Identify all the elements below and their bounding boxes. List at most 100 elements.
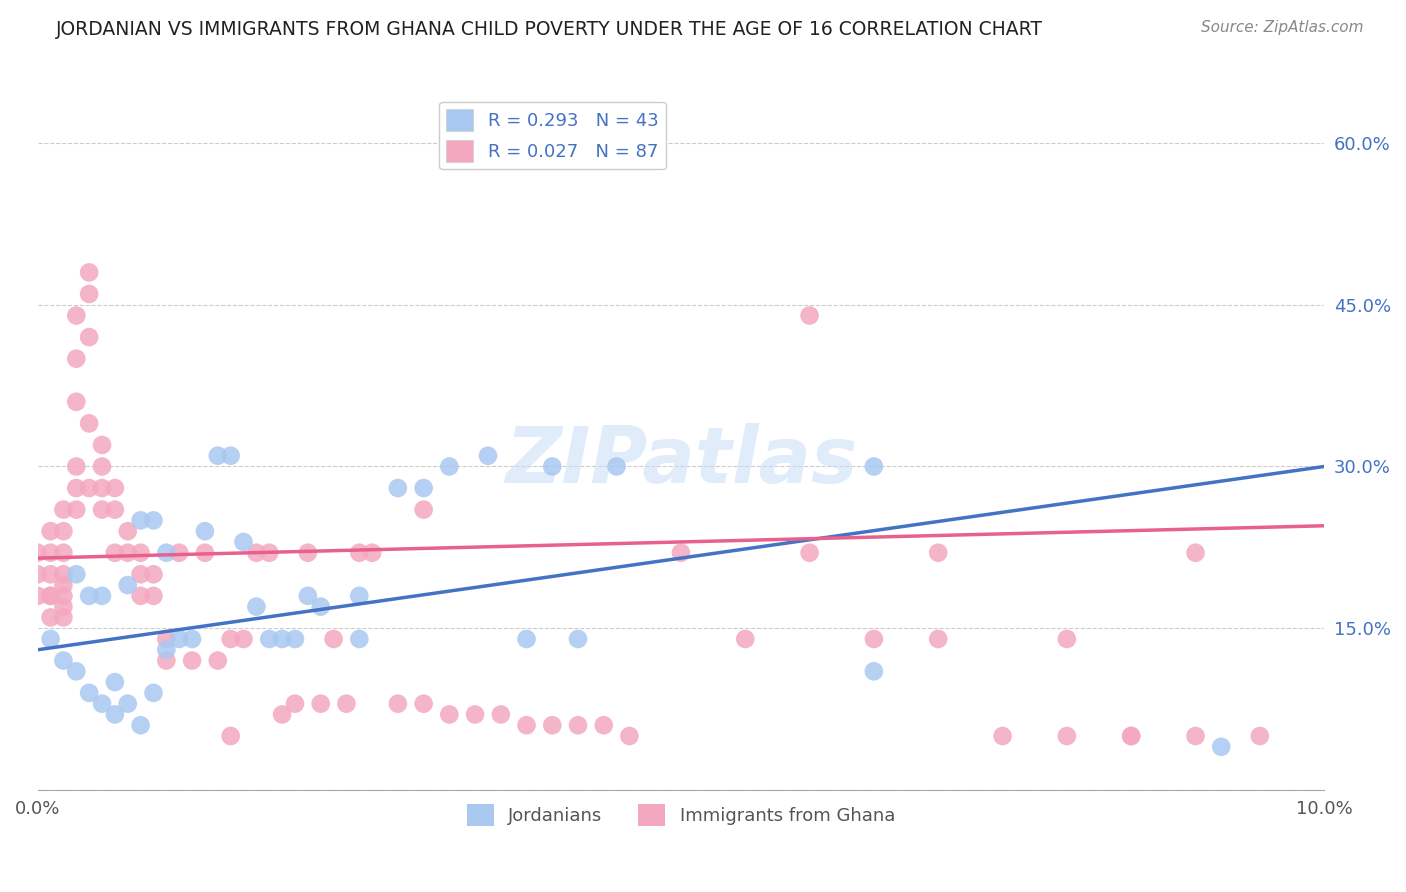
Point <box>592 718 614 732</box>
Point <box>142 567 165 582</box>
Point <box>219 449 242 463</box>
Point <box>194 546 217 560</box>
Point <box>799 546 821 560</box>
Point <box>734 632 756 646</box>
Point <box>1121 729 1143 743</box>
Point <box>65 567 87 582</box>
Point <box>142 513 165 527</box>
Point <box>167 632 190 646</box>
Point <box>65 665 87 679</box>
Point <box>77 330 100 344</box>
Point <box>335 697 357 711</box>
Point <box>541 459 564 474</box>
Point <box>77 589 100 603</box>
Point <box>39 589 62 603</box>
Point <box>39 632 62 646</box>
Point <box>232 632 254 646</box>
Point <box>91 697 114 711</box>
Point <box>65 502 87 516</box>
Point <box>129 567 152 582</box>
Point <box>65 351 87 366</box>
Point <box>52 589 75 603</box>
Point <box>117 578 139 592</box>
Point <box>863 459 886 474</box>
Point <box>194 524 217 538</box>
Point <box>219 729 242 743</box>
Point <box>863 665 886 679</box>
Point <box>271 707 294 722</box>
Point <box>129 513 152 527</box>
Point <box>1056 632 1078 646</box>
Point <box>181 654 204 668</box>
Legend: Jordanians, Immigrants from Ghana: Jordanians, Immigrants from Ghana <box>460 797 903 833</box>
Text: ZIPatlas: ZIPatlas <box>505 423 858 499</box>
Point <box>129 546 152 560</box>
Point <box>927 546 949 560</box>
Point <box>349 546 371 560</box>
Point <box>991 729 1014 743</box>
Point <box>129 589 152 603</box>
Point <box>259 546 281 560</box>
Point <box>219 632 242 646</box>
Point <box>606 459 628 474</box>
Point <box>1184 729 1206 743</box>
Point <box>104 481 127 495</box>
Point <box>167 546 190 560</box>
Point <box>52 502 75 516</box>
Point <box>567 718 589 732</box>
Point <box>387 697 409 711</box>
Point <box>349 632 371 646</box>
Point <box>207 449 229 463</box>
Point <box>1211 739 1233 754</box>
Point <box>52 567 75 582</box>
Point <box>142 686 165 700</box>
Point <box>1056 729 1078 743</box>
Point <box>117 546 139 560</box>
Point <box>309 697 332 711</box>
Point <box>361 546 384 560</box>
Point <box>669 546 692 560</box>
Point <box>65 309 87 323</box>
Point <box>619 729 641 743</box>
Point <box>27 589 49 603</box>
Point <box>39 567 62 582</box>
Point <box>52 546 75 560</box>
Point <box>1184 546 1206 560</box>
Point <box>1121 729 1143 743</box>
Point <box>142 589 165 603</box>
Point <box>77 481 100 495</box>
Point <box>284 632 307 646</box>
Point <box>52 610 75 624</box>
Point <box>27 567 49 582</box>
Point <box>155 546 177 560</box>
Point <box>439 707 461 722</box>
Point <box>65 459 87 474</box>
Text: JORDANIAN VS IMMIGRANTS FROM GHANA CHILD POVERTY UNDER THE AGE OF 16 CORRELATION: JORDANIAN VS IMMIGRANTS FROM GHANA CHILD… <box>56 20 1043 38</box>
Point <box>91 502 114 516</box>
Point <box>91 438 114 452</box>
Point <box>91 481 114 495</box>
Point <box>117 524 139 538</box>
Point <box>322 632 344 646</box>
Point <box>104 546 127 560</box>
Point <box>39 524 62 538</box>
Point <box>412 502 434 516</box>
Point <box>27 546 49 560</box>
Point <box>567 632 589 646</box>
Point <box>1249 729 1271 743</box>
Point <box>39 589 62 603</box>
Point <box>52 524 75 538</box>
Point <box>245 546 267 560</box>
Point <box>39 546 62 560</box>
Point <box>104 502 127 516</box>
Point <box>412 481 434 495</box>
Point <box>541 718 564 732</box>
Point <box>349 589 371 603</box>
Point <box>259 632 281 646</box>
Point <box>77 686 100 700</box>
Point <box>52 578 75 592</box>
Point <box>245 599 267 614</box>
Point <box>129 718 152 732</box>
Point <box>77 417 100 431</box>
Point <box>863 632 886 646</box>
